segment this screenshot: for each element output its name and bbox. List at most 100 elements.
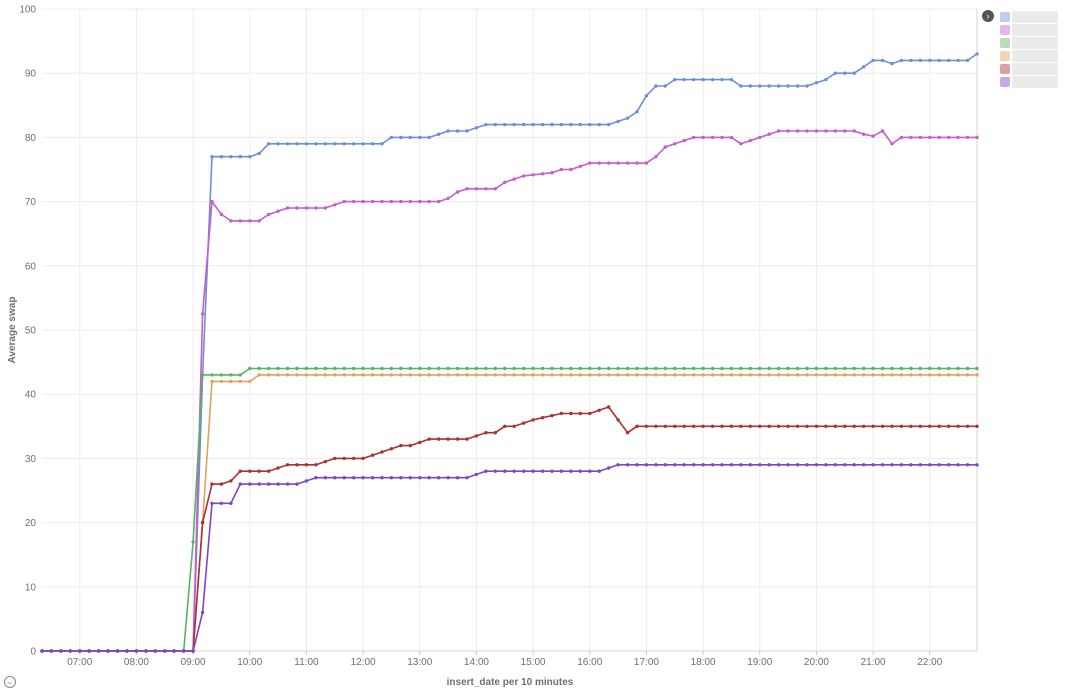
data-point[interactable] [635,366,639,371]
data-point[interactable] [455,366,460,371]
data-point[interactable] [956,135,960,140]
data-point[interactable] [484,187,488,191]
data-point[interactable] [493,122,497,127]
data-point[interactable] [937,424,941,428]
data-point[interactable] [701,77,705,82]
data-point[interactable] [267,142,271,146]
data-point[interactable] [739,142,743,146]
data-point[interactable] [210,199,214,204]
data-point[interactable] [550,413,554,418]
data-point[interactable] [767,463,771,467]
data-point[interactable] [918,373,922,377]
data-point[interactable] [352,366,356,371]
data-point[interactable] [389,135,394,140]
data-point[interactable] [918,58,922,63]
data-point[interactable] [191,649,195,653]
data-point[interactable] [304,373,309,377]
data-point[interactable] [956,58,960,63]
data-point[interactable] [182,649,186,653]
data-point[interactable] [314,206,318,210]
data-point[interactable] [843,71,847,75]
data-point[interactable] [739,463,743,467]
data-point[interactable] [918,135,922,140]
data-point[interactable] [795,84,800,88]
data-point[interactable] [399,366,403,371]
data-point[interactable] [238,469,242,473]
data-point[interactable] [304,479,309,483]
data-point[interactable] [389,476,394,480]
data-point[interactable] [314,463,318,467]
data-point[interactable] [323,459,327,464]
data-point[interactable] [937,463,941,467]
data-point[interactable] [465,476,469,480]
data-point[interactable] [163,649,167,653]
data-point[interactable] [965,463,970,467]
data-point[interactable] [748,463,752,467]
data-point[interactable] [314,373,318,377]
data-point[interactable] [333,142,337,146]
data-point[interactable] [257,469,261,473]
data-point[interactable] [333,373,337,377]
data-point[interactable] [446,196,450,201]
data-point[interactable] [238,373,242,377]
data-point[interactable] [210,482,214,486]
legend-toggle-icon[interactable]: › [982,10,994,22]
legend-label-obscured[interactable] [1012,76,1058,88]
data-point[interactable] [342,199,346,204]
data-point[interactable] [937,366,941,371]
data-point[interactable] [446,373,450,377]
data-point[interactable] [965,424,970,428]
data-point[interactable] [370,199,375,204]
data-point[interactable] [701,424,705,428]
data-point[interactable] [370,453,375,457]
data-point[interactable] [134,649,139,653]
data-point[interactable] [512,373,516,377]
data-point[interactable] [361,373,365,377]
data-point[interactable] [862,424,866,428]
data-point[interactable] [503,373,507,377]
data-point[interactable] [493,431,497,435]
data-point[interactable] [295,366,299,371]
data-point[interactable] [663,366,667,371]
data-point[interactable] [833,366,837,371]
data-point[interactable] [871,373,875,377]
data-point[interactable] [777,84,781,88]
data-point[interactable] [654,373,658,377]
data-point[interactable] [295,463,299,467]
data-point[interactable] [342,366,346,371]
data-point[interactable] [928,373,932,377]
data-point[interactable] [644,366,649,371]
data-point[interactable] [512,424,516,428]
data-point[interactable] [408,199,412,204]
data-point[interactable] [720,373,724,377]
data-point[interactable] [663,373,667,377]
data-point[interactable] [238,219,242,223]
data-point[interactable] [172,649,176,653]
data-point[interactable] [210,379,214,384]
data-point[interactable] [767,424,771,428]
data-point[interactable] [408,366,412,371]
data-point[interactable] [455,190,460,194]
data-point[interactable] [767,366,771,371]
data-point[interactable] [729,373,734,377]
data-point[interactable] [578,122,582,127]
data-point[interactable] [692,373,696,377]
data-point[interactable] [947,58,951,63]
data-point[interactable] [503,469,507,473]
data-point[interactable] [701,366,705,371]
data-point[interactable] [569,167,573,172]
data-point[interactable] [418,366,422,371]
data-point[interactable] [607,366,611,371]
data-point[interactable] [87,649,91,653]
data-point[interactable] [540,373,545,377]
data-point[interactable] [427,437,431,441]
data-point[interactable] [380,142,384,146]
data-point[interactable] [607,161,611,165]
data-point[interactable] [824,129,828,133]
data-point[interactable] [569,411,573,416]
data-point[interactable] [437,199,441,204]
data-point[interactable] [871,424,875,428]
data-point[interactable] [786,129,790,133]
data-point[interactable] [843,373,847,377]
data-point[interactable] [588,469,592,473]
